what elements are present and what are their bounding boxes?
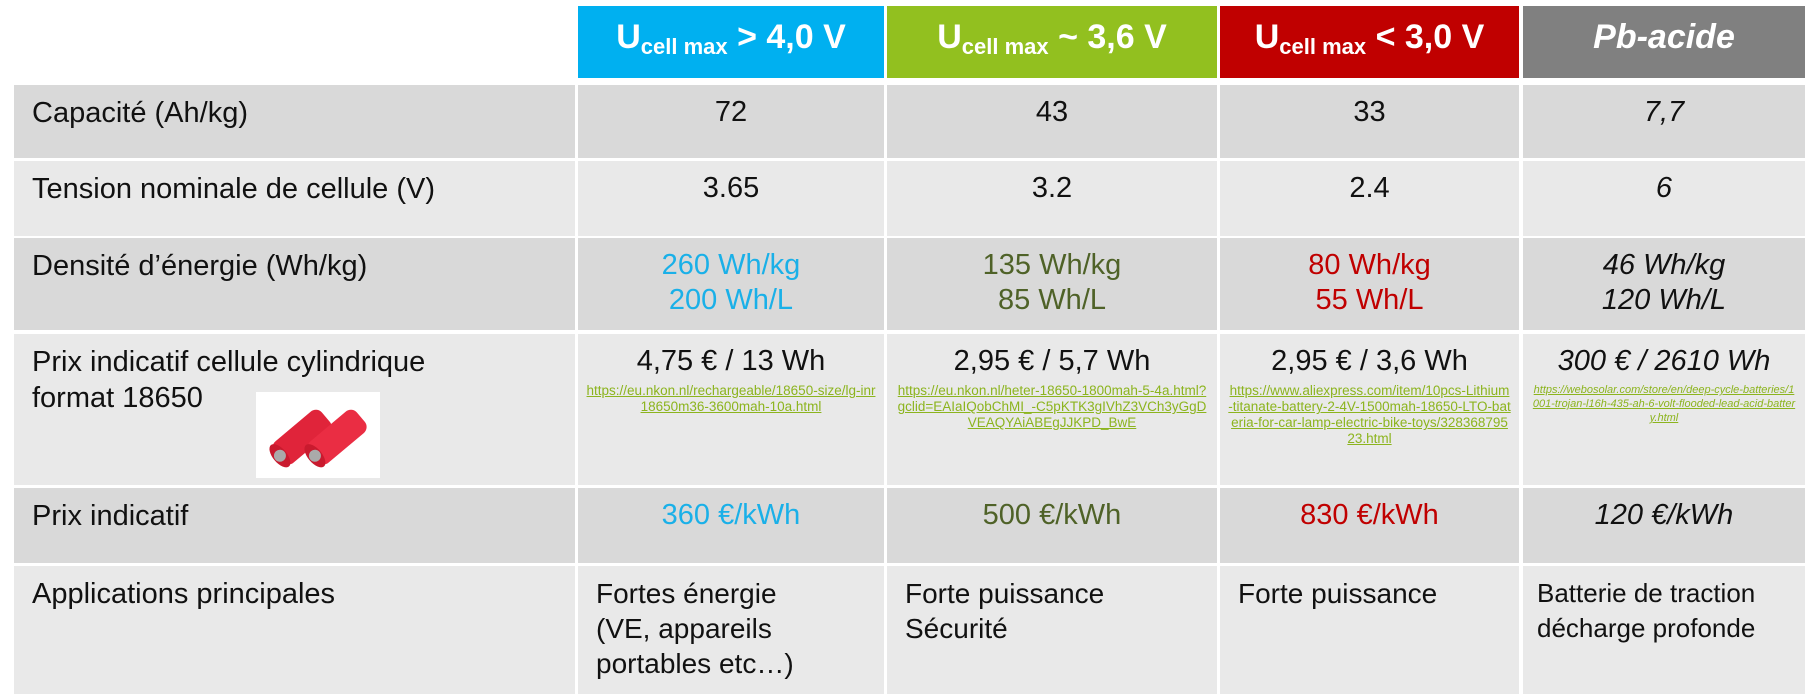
header-main: U	[937, 18, 962, 56]
cell-line: 72	[714, 96, 748, 128]
cell: Fortes énergie (VE, appareils portables et…	[578, 566, 884, 694]
cell-line: Forte puissance	[1238, 578, 1438, 609]
cell: 2,95 € / 3,6 Wh https://www.aliexpress.co…	[1220, 334, 1519, 485]
cell: 120 €/kWh	[1523, 488, 1805, 563]
cell-line: 46 Wh/kg	[1602, 249, 1726, 281]
cell-line: 360 €/kWh	[661, 499, 801, 531]
header-text: Pb-acide	[1593, 18, 1735, 56]
cell-line: 200 Wh/L	[668, 284, 794, 316]
cell-line: Sécurité	[905, 613, 1008, 644]
label-text: Densité d’énergie (Wh/kg)	[32, 250, 368, 282]
price: 4,75 € / 13 Wh	[636, 345, 826, 377]
column-header: Ucell max < 3,0 V	[1220, 6, 1519, 78]
cell-line: 80 Wh/kg	[1308, 249, 1431, 281]
cell-line: Batterie de traction	[1537, 578, 1756, 608]
cell-line: décharge profonde	[1537, 613, 1756, 643]
price: 2,95 € / 5,7 Wh	[953, 345, 1151, 377]
cell-line: 33	[1353, 96, 1386, 128]
cell: 830 €/kWh	[1220, 488, 1519, 563]
row-label: Prix indicatif	[14, 488, 575, 563]
link: https://eu.nkon.nl/rechargeable/18650-si…	[586, 383, 876, 414]
cell: 300 € / 2610 Wh https://webosolar.com/sto…	[1523, 334, 1805, 485]
price: 2,95 € / 3,6 Wh	[1271, 345, 1468, 377]
header-sub: cell max	[1279, 34, 1367, 59]
cell: 3.65	[578, 161, 884, 236]
cell-line: 500 €/kWh	[982, 499, 1122, 531]
link: https://webosolar.com/store/en/deep-cycl…	[1532, 384, 1796, 424]
price: 300 € / 2610 Wh	[1557, 345, 1771, 377]
cell-line: 55 Wh/L	[1315, 284, 1424, 316]
header-main: U	[616, 18, 641, 56]
header-rest: ~ 3,6 V	[1058, 18, 1167, 56]
row-label: Tension nominale de cellule (V)	[14, 161, 575, 236]
header-rest: > 4,0 V	[737, 18, 846, 56]
cell: 43	[887, 85, 1217, 158]
cell-line: 43	[1035, 96, 1069, 128]
header-sub: cell max	[961, 34, 1049, 59]
cell: 4,75 € / 13 Wh https://eu.nkon.nl/recharg…	[578, 334, 884, 485]
label-text: Capacité (Ah/kg)	[32, 97, 248, 129]
cell: 3.2	[887, 161, 1217, 236]
cell: 80 Wh/kg 55 Wh/L	[1220, 238, 1519, 330]
cell-line: Fortes énergie	[596, 578, 777, 609]
cell: 360 €/kWh	[578, 488, 884, 563]
cell-line: 3.65	[702, 172, 760, 204]
cell: 2,95 € / 5,7 Wh https://eu.nkon.nl/heter-…	[887, 334, 1217, 485]
column-header: Pb-acide	[1523, 6, 1805, 78]
link: https://eu.nkon.nl/heter-18650-1800mah-5…	[897, 383, 1207, 430]
cell-line: 260 Wh/kg	[661, 249, 801, 281]
cell-line: 830 €/kWh	[1300, 499, 1439, 531]
cell: Forte puissance Sécurité	[887, 566, 1217, 694]
cell: 33	[1220, 85, 1519, 158]
label-line: format 18650	[32, 382, 203, 414]
cell-line: 3.2	[1031, 172, 1073, 204]
cell: Forte puissance	[1220, 566, 1519, 694]
cell-line: 2.4	[1349, 172, 1390, 204]
header-sub: cell max	[640, 34, 728, 59]
header-main: U	[1254, 18, 1280, 56]
cell: Batterie de traction décharge profonde	[1523, 566, 1805, 694]
cell: 2.4	[1220, 161, 1519, 236]
cell: 72	[578, 85, 884, 158]
cell-line: (VE, appareils	[596, 613, 772, 644]
row-label: Capacité (Ah/kg)	[14, 85, 575, 158]
cell-line: 135 Wh/kg	[982, 249, 1122, 281]
cell-line: 7,7	[1643, 96, 1685, 128]
label-text: Prix indicatif	[32, 500, 189, 532]
cell-line: Forte puissance	[905, 578, 1105, 609]
link: https://www.aliexpress.com/item/10pcs-Li…	[1228, 383, 1511, 446]
cell-line: 85 Wh/L	[998, 284, 1106, 316]
column-header: Ucell max ~ 3,6 V	[887, 6, 1217, 78]
label-line: Prix indicatif cellule cylindrique	[32, 346, 426, 378]
cell: 260 Wh/kg 200 Wh/L	[578, 238, 884, 330]
label-text: Applications principales	[32, 578, 336, 610]
cell: 46 Wh/kg 120 Wh/L	[1523, 238, 1805, 330]
cell-line: 120 €/kWh	[1594, 499, 1734, 531]
cell-line: 120 Wh/L	[1601, 284, 1727, 316]
cell-line: 6	[1655, 172, 1673, 204]
row-label: Densité d’énergie (Wh/kg)	[14, 238, 575, 330]
cell: 500 €/kWh	[887, 488, 1217, 563]
cell: 7,7	[1523, 85, 1805, 158]
row-label: Applications principales	[14, 566, 575, 694]
cell: 6	[1523, 161, 1805, 236]
column-header: Ucell max > 4,0 V	[578, 6, 884, 78]
header-rest: < 3,0 V	[1375, 18, 1485, 56]
battery-image	[256, 392, 380, 478]
cell: 135 Wh/kg 85 Wh/L	[887, 238, 1217, 330]
cell-line: portables etc…)	[596, 648, 794, 679]
label-text: Tension nominale de cellule (V)	[32, 173, 435, 205]
